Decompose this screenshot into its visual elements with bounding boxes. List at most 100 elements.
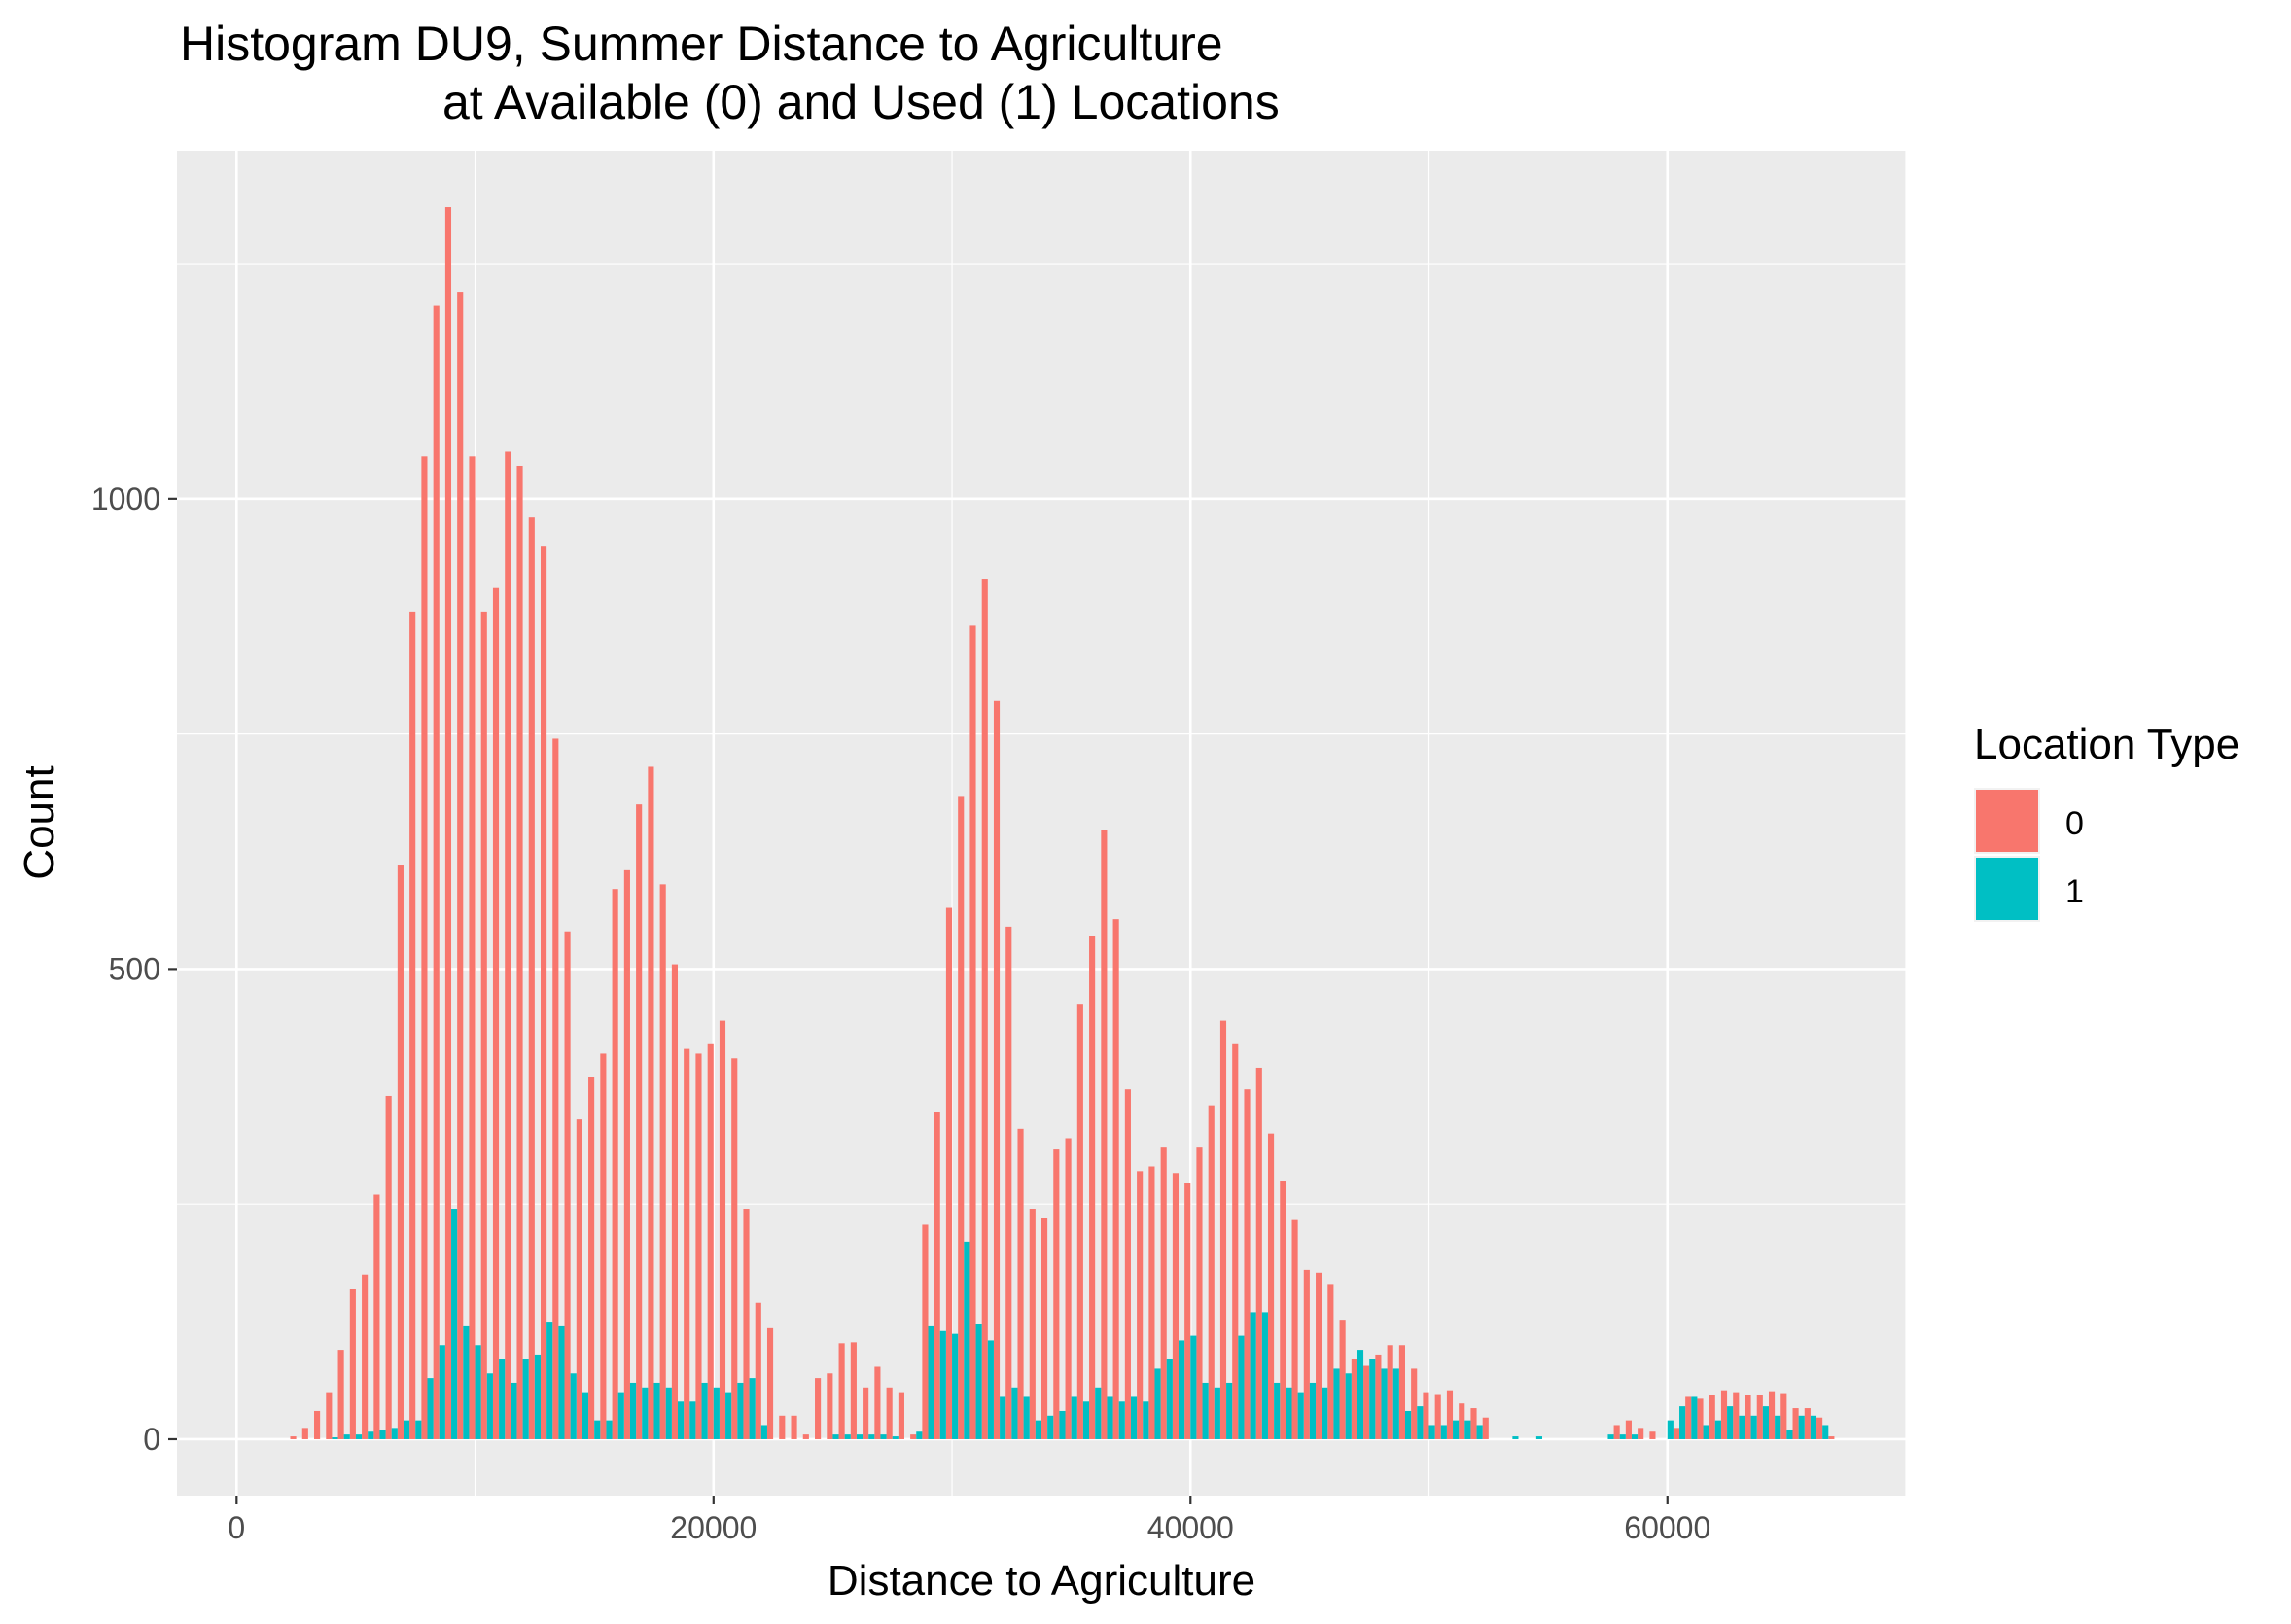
bar-series-1 <box>629 1382 637 1439</box>
bar-series-0 <box>1148 1166 1155 1439</box>
bar-series-1 <box>868 1434 875 1439</box>
bar-series-0 <box>433 305 440 1439</box>
bar-series-1 <box>1035 1420 1041 1439</box>
bar-series-1 <box>760 1425 767 1439</box>
bar-series-1 <box>475 1345 481 1439</box>
bar-series-0 <box>1828 1436 1835 1439</box>
bar-series-0 <box>480 611 487 1439</box>
bar-series-1 <box>439 1345 445 1439</box>
bar-series-0 <box>301 1428 308 1439</box>
bar-series-1 <box>713 1387 720 1439</box>
bar-series-1 <box>1000 1396 1006 1439</box>
bar-series-0 <box>1685 1396 1692 1439</box>
x-tick-label: 20000 <box>670 1510 757 1545</box>
bar-series-0 <box>766 1327 774 1439</box>
bar-series-1 <box>1130 1396 1138 1439</box>
bar-series-1 <box>343 1434 350 1439</box>
bar-series-1 <box>355 1434 363 1439</box>
bar-series-0 <box>1160 1147 1167 1439</box>
bar-series-1 <box>880 1434 887 1439</box>
bar-series-1 <box>964 1241 970 1439</box>
bar-series-0 <box>588 1077 595 1439</box>
bar-series-0 <box>1756 1395 1763 1439</box>
bar-series-1 <box>1071 1396 1077 1439</box>
bar-series-1 <box>1261 1312 1268 1439</box>
bar-series-1 <box>1059 1410 1066 1439</box>
bar-series-0 <box>743 1209 750 1439</box>
bar-series-1 <box>522 1359 529 1439</box>
legend: Location Type 0 1 <box>1974 721 2239 922</box>
bar-series-0 <box>850 1342 857 1439</box>
bar-series-1 <box>1703 1425 1709 1439</box>
bar-series-0 <box>863 1387 869 1439</box>
bar-series-1 <box>1631 1434 1639 1439</box>
bar-series-0 <box>802 1434 809 1439</box>
bar-series-0 <box>421 456 428 1439</box>
bar-series-1 <box>1464 1420 1471 1439</box>
bar-series-1 <box>1214 1387 1220 1439</box>
y-tick-label: 0 <box>143 1422 160 1457</box>
bar-series-0 <box>564 931 571 1439</box>
bar-series-0 <box>1327 1284 1334 1439</box>
bar-series-1 <box>737 1382 744 1439</box>
bar-series-1 <box>653 1382 660 1439</box>
bar-series-1 <box>856 1434 864 1439</box>
bar-series-0 <box>1137 1171 1144 1439</box>
bar-series-0 <box>886 1387 893 1439</box>
bar-series-1 <box>725 1392 732 1439</box>
bar-series-1 <box>511 1382 517 1439</box>
bar-series-1 <box>1309 1382 1317 1439</box>
bar-series-1 <box>379 1430 386 1439</box>
bar-series-0 <box>1709 1395 1715 1439</box>
bar-series-1 <box>332 1437 338 1439</box>
bar-series-0 <box>838 1343 845 1439</box>
bar-series-0 <box>623 869 630 1439</box>
bar-series-1 <box>1476 1425 1483 1439</box>
bar-series-0 <box>1053 1149 1060 1439</box>
bar-series-0 <box>1375 1354 1382 1439</box>
bar-series-1 <box>1166 1359 1173 1439</box>
bar-series-1 <box>1667 1420 1674 1439</box>
bar-series-0 <box>969 625 976 1439</box>
bar-series-0 <box>469 456 476 1439</box>
bar-series-0 <box>1255 1067 1262 1439</box>
bar-series-0 <box>648 766 654 1439</box>
bar-series-0 <box>362 1274 369 1439</box>
y-tick-label: 500 <box>109 951 160 986</box>
bar-series-1 <box>1381 1368 1388 1439</box>
bar-series-0 <box>945 907 953 1439</box>
bar-series-0 <box>397 865 404 1439</box>
bar-series-1 <box>1143 1401 1149 1439</box>
bar-series-1 <box>451 1209 458 1439</box>
bar-series-0 <box>671 964 679 1439</box>
bar-series-0 <box>1291 1219 1298 1439</box>
bar-series-0 <box>1017 1128 1024 1439</box>
bar-series-0 <box>1339 1320 1346 1439</box>
bar-series-1 <box>1095 1387 1102 1439</box>
bar-series-1 <box>1238 1335 1245 1439</box>
legend-entry-0: 0 <box>1974 788 2084 854</box>
bar-series-1 <box>665 1387 672 1439</box>
bar-series-1 <box>1286 1387 1292 1439</box>
bar-series-1 <box>1691 1396 1698 1439</box>
bar-series-0 <box>1745 1395 1751 1439</box>
bar-series-1 <box>1392 1368 1399 1439</box>
bar-series-0 <box>1613 1425 1620 1439</box>
bar-series-1 <box>1404 1410 1412 1439</box>
bar-series-0 <box>540 546 547 1439</box>
bar-series-0 <box>922 1224 929 1439</box>
bar-series-1 <box>892 1436 899 1439</box>
legend-label-1: 1 <box>2065 873 2084 910</box>
bar-series-0 <box>1470 1408 1477 1439</box>
bar-series-1 <box>546 1322 553 1439</box>
bar-series-0 <box>1232 1043 1239 1439</box>
bar-series-1 <box>1714 1420 1721 1439</box>
bar-series-1 <box>1679 1406 1686 1439</box>
bar-series-1 <box>582 1392 589 1439</box>
bar-series-0 <box>1720 1390 1728 1439</box>
bar-series-0 <box>910 1434 917 1439</box>
chart-title-line-1: Histogram DU9, Summer Distance to Agricu… <box>180 17 1223 71</box>
bar-series-0 <box>492 587 500 1439</box>
bar-series-0 <box>1434 1394 1441 1439</box>
bar-series-1 <box>403 1420 410 1439</box>
